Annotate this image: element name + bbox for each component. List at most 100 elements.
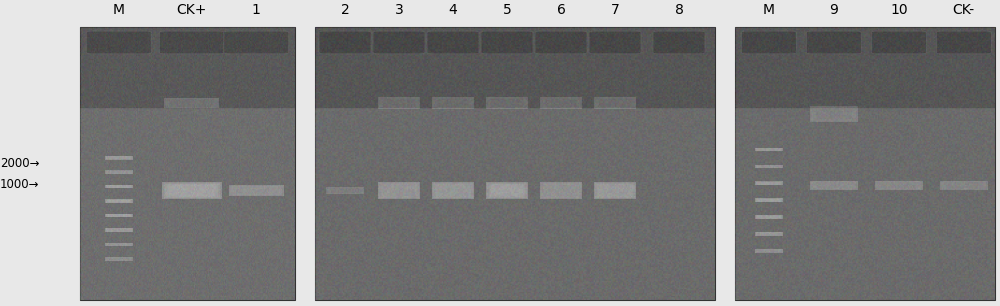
- Bar: [108, 214, 129, 217]
- FancyBboxPatch shape: [535, 31, 587, 54]
- Bar: [541, 98, 581, 109]
- Text: 1000→: 1000→: [0, 178, 40, 191]
- Bar: [757, 182, 780, 185]
- Bar: [756, 181, 782, 185]
- Bar: [491, 99, 523, 107]
- Bar: [107, 243, 130, 246]
- Bar: [106, 229, 131, 232]
- Bar: [107, 200, 130, 203]
- Bar: [813, 181, 855, 189]
- Bar: [544, 99, 578, 108]
- Bar: [436, 184, 470, 197]
- Bar: [230, 186, 282, 196]
- Bar: [943, 181, 985, 189]
- Bar: [106, 156, 132, 159]
- Bar: [381, 98, 417, 108]
- Bar: [169, 185, 215, 196]
- Bar: [105, 214, 133, 217]
- Bar: [107, 258, 130, 260]
- FancyBboxPatch shape: [936, 31, 991, 54]
- Bar: [486, 182, 528, 199]
- FancyBboxPatch shape: [427, 31, 479, 54]
- Text: CK-: CK-: [953, 3, 975, 17]
- Text: 2000→: 2000→: [0, 157, 40, 170]
- Bar: [543, 98, 579, 108]
- Bar: [165, 184, 218, 198]
- Bar: [489, 184, 525, 198]
- Bar: [381, 184, 417, 198]
- Bar: [327, 187, 363, 194]
- FancyBboxPatch shape: [741, 31, 796, 54]
- Bar: [107, 214, 130, 217]
- Bar: [758, 249, 779, 252]
- Bar: [80, 27, 295, 300]
- Bar: [108, 243, 129, 246]
- Bar: [541, 183, 581, 198]
- Bar: [229, 185, 284, 196]
- Bar: [755, 249, 783, 252]
- Bar: [168, 99, 216, 107]
- Bar: [106, 156, 131, 159]
- Text: 7: 7: [611, 3, 619, 17]
- Bar: [758, 165, 779, 168]
- Bar: [944, 182, 983, 188]
- Bar: [811, 107, 856, 121]
- Bar: [106, 200, 132, 203]
- Bar: [379, 98, 419, 109]
- Bar: [383, 185, 415, 196]
- Bar: [378, 182, 420, 199]
- Bar: [816, 109, 852, 119]
- Bar: [756, 165, 781, 168]
- Bar: [756, 249, 781, 252]
- Bar: [433, 98, 473, 109]
- Bar: [755, 215, 783, 219]
- Text: 8: 8: [675, 3, 683, 17]
- Bar: [757, 148, 780, 151]
- Bar: [167, 184, 216, 197]
- Bar: [814, 182, 853, 188]
- Bar: [108, 171, 129, 174]
- Text: 5: 5: [503, 3, 511, 17]
- FancyBboxPatch shape: [653, 31, 705, 54]
- Text: 1: 1: [252, 3, 261, 17]
- Bar: [757, 165, 780, 168]
- FancyBboxPatch shape: [319, 31, 371, 54]
- Bar: [106, 185, 132, 188]
- Bar: [379, 183, 419, 198]
- Bar: [599, 99, 631, 107]
- Bar: [758, 182, 779, 185]
- Bar: [108, 185, 129, 188]
- Bar: [811, 181, 856, 189]
- Bar: [382, 99, 416, 108]
- Bar: [489, 98, 525, 108]
- Bar: [545, 99, 577, 107]
- Text: M: M: [113, 3, 125, 17]
- Bar: [234, 187, 279, 195]
- Text: M: M: [763, 3, 775, 17]
- Bar: [106, 257, 131, 260]
- Bar: [486, 97, 528, 109]
- Bar: [881, 182, 917, 188]
- Text: 4: 4: [449, 3, 457, 17]
- Bar: [328, 187, 362, 194]
- Bar: [107, 156, 130, 159]
- Bar: [757, 233, 780, 235]
- Bar: [171, 99, 213, 107]
- Bar: [436, 99, 470, 108]
- Bar: [108, 229, 129, 231]
- Bar: [491, 185, 523, 196]
- Bar: [315, 27, 715, 300]
- Bar: [326, 187, 364, 194]
- Bar: [107, 185, 130, 188]
- Bar: [232, 186, 280, 195]
- Bar: [735, 27, 995, 300]
- Bar: [106, 214, 131, 217]
- Bar: [756, 165, 782, 168]
- Bar: [598, 184, 632, 197]
- Bar: [757, 216, 780, 218]
- Bar: [435, 98, 471, 108]
- Bar: [105, 156, 133, 159]
- FancyBboxPatch shape: [806, 31, 861, 54]
- Bar: [432, 182, 474, 199]
- Bar: [235, 187, 277, 194]
